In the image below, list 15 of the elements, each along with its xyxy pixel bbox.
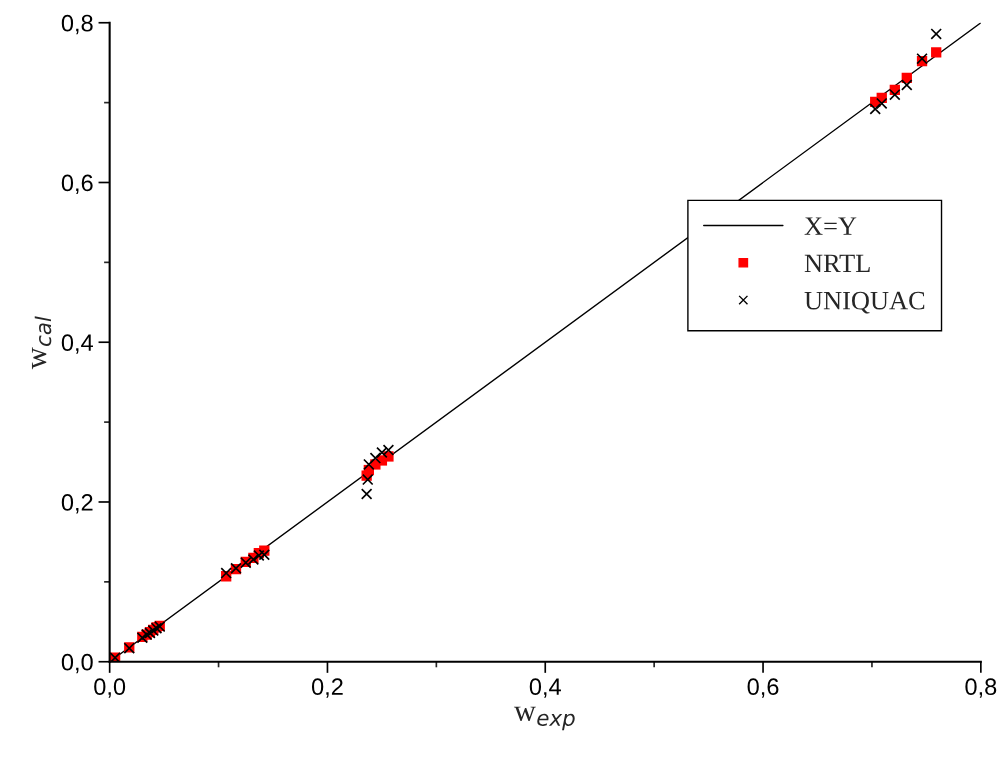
x-tick-label: 0,6	[747, 678, 779, 698]
y-tick-label: 0,4	[61, 334, 93, 354]
y-tick-label: 0,0	[61, 653, 93, 674]
y-tick-label: 0,8	[61, 14, 93, 35]
y-tick-label: 0,2	[61, 494, 93, 514]
x-tick-label: 0,2	[311, 678, 343, 698]
legend-label: X=Y	[804, 217, 857, 235]
x-tick-label: 0,8	[965, 678, 997, 698]
legend-label: UNIQUAC	[804, 291, 925, 314]
legend-label: NRTL	[804, 254, 870, 272]
y-tick-label: 0,6	[61, 174, 93, 195]
x-axis-title: w$_{exp}$	[513, 706, 575, 731]
y-axis-title: w$_{cal}$	[31, 316, 52, 370]
x-tick-label: 0,0	[94, 678, 126, 698]
x-tick-label: 0,4	[529, 678, 561, 698]
